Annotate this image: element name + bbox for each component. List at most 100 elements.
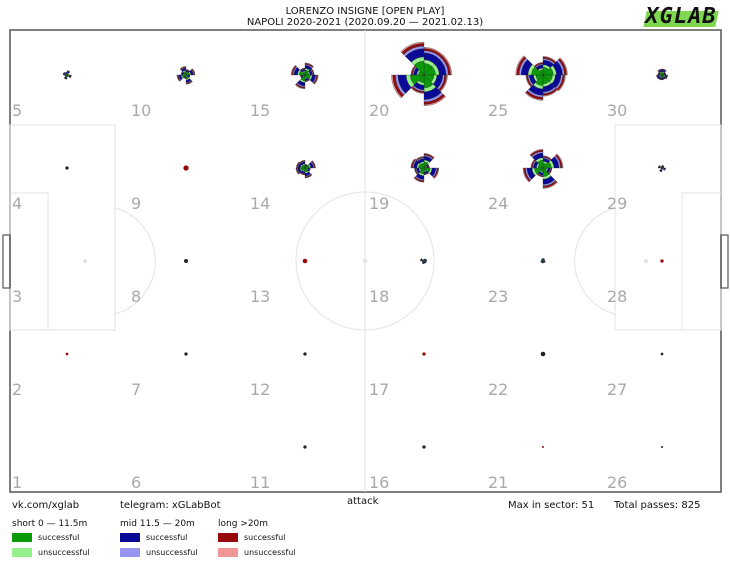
rose-dot (661, 446, 663, 448)
total-passes: Total passes: 825 (614, 500, 701, 511)
rose-wedge (415, 156, 425, 161)
rose-wedge (529, 149, 544, 156)
sector-number-label: 17 (369, 380, 389, 399)
sector-rose-26 (661, 446, 663, 448)
rose-wedge (442, 55, 452, 76)
sector-number-label: 9 (131, 194, 141, 213)
rose-wedge (660, 166, 663, 168)
legend-short-successful-swatch (12, 533, 32, 542)
pitch-markings (2, 29, 729, 493)
right-penalty-arc (574, 207, 616, 315)
rose-dot (65, 352, 69, 356)
sector-rose-16 (422, 445, 426, 449)
center-spot (363, 259, 367, 263)
rose-wedge (522, 167, 530, 183)
sector-rose-19 (410, 153, 439, 183)
rose-wedge (299, 67, 306, 71)
rose-wedge (433, 167, 439, 179)
rose-wedge (657, 68, 663, 72)
rose-wedge (400, 41, 425, 53)
sector-number-label: 23 (488, 287, 508, 306)
sector-number-label: 24 (488, 194, 508, 213)
left-penalty-spot (83, 259, 87, 263)
sector-rose-12 (303, 352, 307, 356)
sector-number-label: 19 (369, 194, 389, 213)
rose-wedge (558, 74, 566, 92)
rose-dot (540, 351, 546, 357)
rose-wedge (413, 177, 425, 183)
rose-wedge (559, 57, 568, 76)
sector-rose-22 (540, 351, 546, 357)
sector-rose-27 (660, 352, 664, 356)
rose-dot (422, 445, 426, 449)
rose-wedge (64, 72, 68, 74)
sector-rose-21 (542, 446, 544, 448)
rose-wedge (425, 258, 427, 262)
sector-number-label: 3 (12, 287, 22, 306)
sector-number-label: 10 (131, 101, 151, 120)
rose-dot (65, 166, 69, 170)
rose-wedge (391, 74, 403, 99)
rose-dot (303, 445, 307, 449)
rose-wedge (62, 71, 65, 76)
rose-wedge (656, 74, 659, 80)
sector-number-label: 27 (607, 380, 627, 399)
sector-number-label: 22 (488, 380, 508, 399)
legend-short-title: short 0 — 11.5m (12, 519, 88, 529)
max-in-sector: Max in sector: 51 (508, 500, 595, 511)
legend-mid-unsuccessful-swatch (120, 548, 140, 557)
rose-wedge (176, 74, 181, 82)
sector-rose-14 (295, 160, 316, 179)
rose-wedge (191, 68, 196, 76)
sector-number-label: 21 (488, 473, 508, 492)
sector-number-label: 5 (12, 101, 22, 120)
rose-wedge (304, 62, 314, 68)
rose-wedge (423, 260, 425, 262)
sector-rose-18 (420, 258, 427, 265)
sector-rose-30 (656, 68, 668, 81)
sector-rose-23 (540, 258, 546, 264)
rose-wedge (304, 174, 313, 179)
rose-wedge (69, 74, 72, 79)
legend-mid-title: mid 11.5 — 20m (120, 519, 195, 529)
telegram-link[interactable]: telegram: xGLabBot (120, 500, 221, 511)
rose-dot (660, 259, 664, 263)
sector-number-label: 1 (12, 473, 22, 492)
rose-dot (660, 352, 664, 356)
pass-rose-glyphs (62, 41, 668, 449)
sector-rose-29 (658, 165, 666, 172)
rose-wedge (524, 92, 544, 101)
rose-dot (422, 352, 426, 356)
rose-wedge (296, 161, 300, 169)
rose-wedge (661, 165, 665, 167)
vk-link[interactable]: vk.com/xglab (12, 500, 80, 511)
legend-short-unsuccessful-swatch (12, 548, 32, 557)
sector-number-label: 25 (488, 101, 508, 120)
left-penalty-box (9, 124, 116, 331)
sector-rose-11 (303, 445, 307, 449)
sector-number-label: 7 (131, 380, 141, 399)
chart-title: LORENZO INSIGNE [OPEN PLAY] (285, 6, 445, 17)
rose-wedge (556, 153, 564, 169)
sector-rose-24 (522, 149, 564, 189)
sector-rose-5 (62, 70, 72, 80)
rose-wedge (533, 62, 544, 67)
sector-rose-17 (422, 352, 426, 356)
sector-number-label: 2 (12, 380, 22, 399)
sector-rose-2 (65, 352, 69, 356)
legend-long-unsuccessful-label: unsuccessful (244, 548, 296, 557)
sector-rose-9 (183, 165, 189, 171)
sector-rose-15 (291, 62, 319, 89)
rose-wedge (63, 77, 68, 80)
rose-wedge (421, 262, 425, 265)
sector-number-label: 30 (607, 101, 627, 120)
sector-rose-28 (660, 259, 664, 263)
rose-wedge (410, 158, 416, 169)
sector-number-label: 14 (250, 194, 270, 213)
logo-text: XGLAB (645, 4, 717, 29)
sector-number-label: 16 (369, 473, 389, 492)
legend-long-title: long >20m (218, 519, 269, 529)
rose-wedge (295, 167, 300, 175)
rose-wedge (658, 165, 660, 169)
rose-dot (184, 352, 188, 356)
